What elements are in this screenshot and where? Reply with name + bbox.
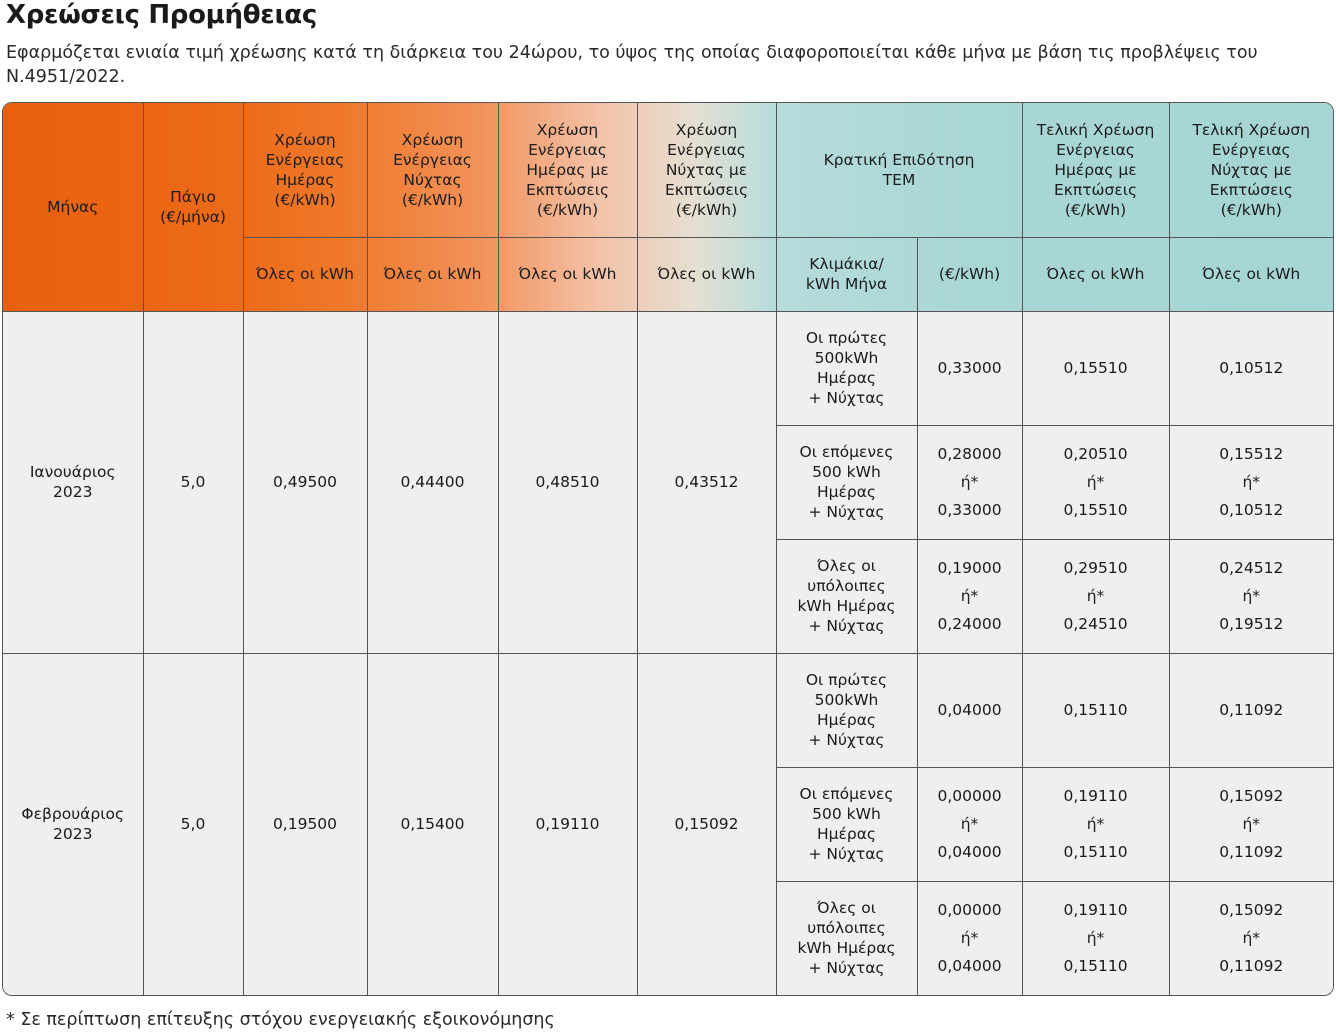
cell-fixed-charge: 5,0: [142, 652, 244, 995]
header-final-day-charge: Τελική Χρέωση Ενέργειας Ημέρας με Εκπτώσεις…: [1021, 103, 1170, 238]
header-night-discount-charge: Χρέωση Ενέργειας Νύχτας με Εκπτώσεις (€/kWh): [636, 103, 777, 238]
cell-night-discount-charge: 0,15092: [636, 652, 777, 995]
cell-night-discount-charge: 0,43512: [636, 310, 777, 654]
subheader-all-kwh: Όλες οι kWh: [636, 236, 777, 312]
supply-charges-table: Μήνας Πάγιο (€/μήνα) Χρέωση Ενέργειας Ημέρα…: [2, 102, 1334, 996]
cell-final-night: 0,24512 ή* 0,19512: [1168, 538, 1333, 654]
cell-final-night: 0,15092 ή* 0,11092: [1168, 880, 1333, 995]
header-month: Μήνας: [3, 103, 144, 312]
subheader-all-kwh: Όλες οι kWh: [1021, 236, 1170, 312]
cell-night-charge: 0,15400: [366, 652, 499, 995]
cell-day-charge: 0,19500: [242, 652, 368, 995]
cell-fixed-charge: 5,0: [142, 310, 244, 654]
cell-final-day: 0,19110 ή* 0,15110: [1021, 880, 1170, 995]
header-day-charge: Χρέωση Ενέργειας Ημέρας (€/kWh): [242, 103, 368, 238]
cell-final-day: 0,15110: [1021, 652, 1170, 768]
table-row: Φεβρουάριος 2023 5,0 0,19500 0,15400 0,19…: [3, 652, 1333, 995]
table-row: Όλες οι υπόλοιπες kWh Ημέρας + Νύχτας 0,000…: [3, 880, 1333, 995]
cell-subsidy: 0,33000: [916, 310, 1023, 426]
header-night-charge: Χρέωση Ενέργειας Νύχτας (€/kWh): [366, 103, 499, 238]
cell-subsidy: 0,28000 ή* 0,33000: [916, 424, 1023, 540]
cell-final-day: 0,15510: [1021, 310, 1170, 426]
cell-final-night: 0,15092 ή* 0,11092: [1168, 766, 1333, 882]
header-day-discount-charge: Χρέωση Ενέργειας Ημέρας με Εκπτώσεις (€/kWh): [497, 103, 638, 238]
page-title: Χρεώσεις Προμήθειας: [6, 0, 317, 30]
subheader-tiers: Κλιμάκια/kWh Μήνα: [775, 236, 918, 312]
cell-subsidy: 0,00000 ή* 0,04000: [916, 880, 1023, 995]
cell-tier-label: Οι πρώτες 500kWh Ημέρας + Νύχτας: [775, 652, 918, 768]
subheader-eur-per-kwh: (€/kWh): [916, 236, 1023, 312]
cell-subsidy: 0,04000: [916, 652, 1023, 768]
footnote: * Σε περίπτωση επίτευξης στόχου ενεργεια…: [6, 1010, 555, 1030]
header-state-subsidy: Κρατική Επιδότηση ΤΕΜ: [775, 103, 1023, 238]
cell-subsidy: 0,19000 ή* 0,24000: [916, 538, 1023, 654]
cell-final-day: 0,20510 ή* 0,15510: [1021, 424, 1170, 540]
cell-tier-label: Οι πρώτες 500kWh Ημέρας + Νύχτας: [775, 310, 918, 426]
cell-final-night: 0,10512: [1168, 310, 1333, 426]
cell-tier-label: Οι επόμενες 500 kWh Ημέρας + Νύχτας: [776, 766, 918, 882]
cell-final-night: 0,15512 ή* 0,10512: [1168, 424, 1333, 540]
subheader-all-kwh: Όλες οι kWh: [243, 236, 368, 312]
cell-day-discount-charge: 0,19110: [497, 652, 638, 995]
cell-final-day: 0,29510 ή* 0,24510: [1021, 538, 1170, 654]
table-row: Ιανουάριος 2023 5,0 0,49500 0,44400 0,485…: [3, 310, 1333, 654]
cell-tier-label: Οι επόμενες 500 kWh Ημέρας + Νύχτας: [776, 424, 918, 540]
cell-night-charge: 0,44400: [366, 310, 499, 654]
cell-month: Ιανουάριος 2023: [3, 310, 144, 654]
cell-day-discount-charge: 0,48510: [497, 310, 638, 654]
cell-final-night: 0,11092: [1168, 652, 1333, 768]
subheader-all-kwh: Όλες οι kWh: [497, 236, 638, 312]
subheader-all-kwh: Όλες οι kWh: [1168, 236, 1333, 312]
cell-tier-label: Όλες οι υπόλοιπες kWh Ημέρας + Νύχτας: [776, 538, 918, 654]
table-row: Οι επόμενες 500 kWh Ημέρας + Νύχτας 0,28000…: [3, 424, 1333, 540]
cell-month: Φεβρουάριος 2023: [3, 652, 144, 995]
subheader-all-kwh: Όλες οι kWh: [366, 236, 499, 312]
table-row: Όλες οι υπόλοιπες kWh Ημέρας + Νύχτας 0,190…: [3, 538, 1333, 654]
cell-final-day: 0,19110 ή* 0,15110: [1021, 766, 1170, 882]
rates-table: Μήνας Πάγιο (€/μήνα) Χρέωση Ενέργειας Ημέρα…: [3, 103, 1333, 995]
page-subtitle: Εφαρμόζεται ενιαία τιμή χρέωσης κατά τη …: [6, 43, 1258, 87]
cell-subsidy: 0,00000 ή* 0,04000: [916, 766, 1023, 882]
header-final-night-charge: Τελική Χρέωση Ενέργειας Νύχτας με Εκπτώσεις…: [1168, 103, 1333, 238]
header-fixed-charge: Πάγιο (€/μήνα): [142, 103, 244, 312]
cell-day-charge: 0,49500: [242, 310, 368, 654]
cell-tier-label: Όλες οι υπόλοιπες kWh Ημέρας + Νύχτας: [776, 880, 918, 995]
